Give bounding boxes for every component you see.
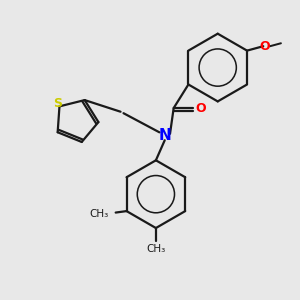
Text: O: O: [260, 40, 270, 53]
Text: O: O: [195, 101, 206, 115]
Text: S: S: [53, 97, 62, 110]
Text: CH₃: CH₃: [90, 209, 109, 219]
Text: CH₃: CH₃: [146, 244, 166, 254]
Text: N: N: [158, 128, 171, 143]
